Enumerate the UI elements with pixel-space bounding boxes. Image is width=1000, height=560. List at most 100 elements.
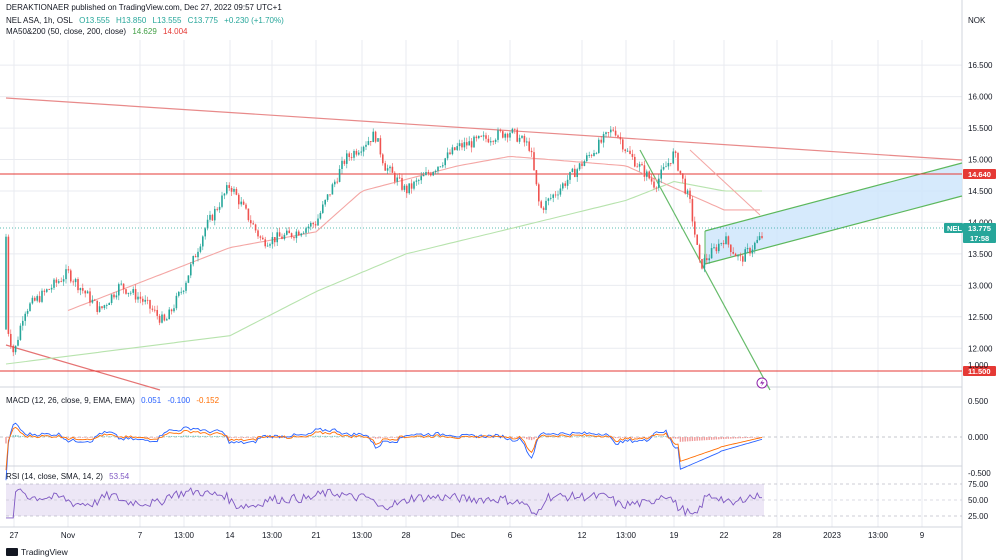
macd-hist-bar [192, 435, 194, 437]
macd-hist-bar [98, 436, 101, 437]
ma200-line[interactable] [5, 180, 762, 365]
breakdown-green-line[interactable] [639, 149, 771, 391]
macd-hist-bar [379, 437, 382, 439]
symbol-legend[interactable]: NEL ASA, 1h, OSL O13.555 H13.850 L13.555… [6, 16, 288, 25]
candle-body [660, 169, 662, 179]
candle-body [161, 314, 163, 323]
time-axis[interactable]: 27 Nov 7 13:00 14 13:00 21 13:00 28 Dec 6 12 13:00 19… [10, 531, 925, 540]
candle-body [154, 309, 156, 311]
lightning-icon[interactable] [756, 377, 768, 389]
ma50-line[interactable] [67, 155, 760, 312]
candle-body [365, 144, 367, 147]
macd-hist-bar [420, 436, 422, 438]
macd-hist-bar [322, 436, 324, 437]
macd-hist-bar [727, 437, 730, 439]
descending-trendline[interactable] [5, 97, 963, 161]
macd-hist-bar [84, 437, 86, 438]
macd-signal-line[interactable] [5, 426, 763, 471]
rising-channel[interactable] [705, 163, 962, 264]
macd-hist-bar [293, 436, 295, 438]
macd-hist-bar [334, 435, 336, 437]
candle-body [677, 153, 679, 171]
rsi-line[interactable] [6, 487, 762, 519]
candle-body [77, 279, 79, 291]
time-tick-label: 22 [720, 531, 729, 540]
rsi-axis[interactable]: 75.00 50.00 25.00 [968, 480, 989, 521]
price-tick-label: 14.500 [968, 187, 993, 196]
candle-body [245, 204, 247, 209]
macd-hist-bar [326, 436, 329, 437]
macd-hist-bar [638, 437, 641, 438]
macd-hist-bar [749, 437, 751, 438]
macd-hist-bar [12, 435, 14, 437]
rsi-legend[interactable]: RSI (14, close, SMA, 14, 2) 53.54 [6, 472, 133, 481]
macd-hist-bar [418, 436, 420, 438]
candle-body [259, 236, 262, 238]
candle-body [384, 163, 386, 171]
macd-hist-bar [384, 437, 386, 438]
candle-body [233, 189, 235, 192]
macd-axis[interactable]: 1.000 0.500 0.000 -0.500 [968, 361, 991, 478]
macd-hist-bar [590, 436, 593, 438]
candle-body [55, 279, 58, 283]
candle-body [197, 251, 199, 258]
candle-body [708, 258, 710, 261]
candle-body [235, 189, 238, 195]
candle-body [626, 150, 629, 152]
candlestick-series[interactable] [5, 125, 763, 357]
macd-hist-bar [674, 437, 677, 439]
macd-hist-bar [710, 437, 713, 440]
candle-body [667, 162, 670, 167]
time-tick-label: 21 [312, 531, 321, 540]
macd-hist-bar [696, 437, 698, 441]
candle-body [463, 142, 466, 148]
macd-hist-bar [612, 437, 614, 438]
macd-hist-bar [247, 437, 250, 438]
macd-hist-bar [614, 437, 617, 439]
candle-body [269, 244, 271, 246]
candle-body [302, 232, 305, 234]
macd-hist-bar [46, 436, 48, 437]
candle-body [430, 173, 432, 176]
candle-body [410, 183, 413, 189]
candle-body [276, 232, 278, 243]
macd-hist-bar [77, 437, 79, 438]
macd-hist-bar [542, 436, 545, 437]
candle-body [610, 129, 612, 133]
macd-hist-bar [660, 436, 662, 437]
macd-hist-bar [588, 436, 590, 437]
candle-body [298, 231, 300, 236]
rsi-tick-label: 25.00 [968, 512, 989, 521]
candle-body [226, 185, 228, 194]
macd-hist-bar [91, 437, 94, 438]
rsi-tick-label: 75.00 [968, 480, 989, 489]
macd-hist-bar [715, 437, 718, 440]
candle-body [744, 249, 746, 262]
macd-line[interactable] [5, 422, 763, 481]
macd-legend[interactable]: MACD (12, 26, close, 9, EMA, EMA) 0.051 … [6, 396, 223, 405]
candle-body [122, 283, 125, 290]
lower-red-trendline[interactable] [5, 344, 161, 391]
tradingview-footer[interactable]: TradingView [6, 547, 68, 557]
time-tick-label: 2023 [823, 531, 841, 540]
candle-body [566, 179, 569, 186]
price-axis[interactable]: 16.500 16.000 15.500 15.000 14.500 14.000 13.5… [968, 61, 993, 353]
time-tick-label: 27 [10, 531, 19, 540]
ma-legend[interactable]: MA50&200 (50, close, 200, close) 14.629 … [6, 27, 191, 36]
macd-hist-bar [197, 435, 199, 437]
candle-body [420, 176, 422, 181]
macd-hist-bar [343, 436, 346, 437]
candle-body [278, 232, 281, 237]
candle-body [636, 166, 638, 168]
macd-hist-bar [758, 437, 761, 438]
candle-body [662, 166, 665, 170]
candle-body [617, 135, 619, 137]
candle-body [149, 300, 151, 309]
macd-hist-bar [206, 436, 209, 437]
time-tick-label: 13:00 [262, 531, 283, 540]
candle-body [523, 135, 526, 143]
macd-hist-bar [341, 436, 343, 438]
candle-body [499, 130, 502, 132]
candle-body [552, 194, 554, 198]
